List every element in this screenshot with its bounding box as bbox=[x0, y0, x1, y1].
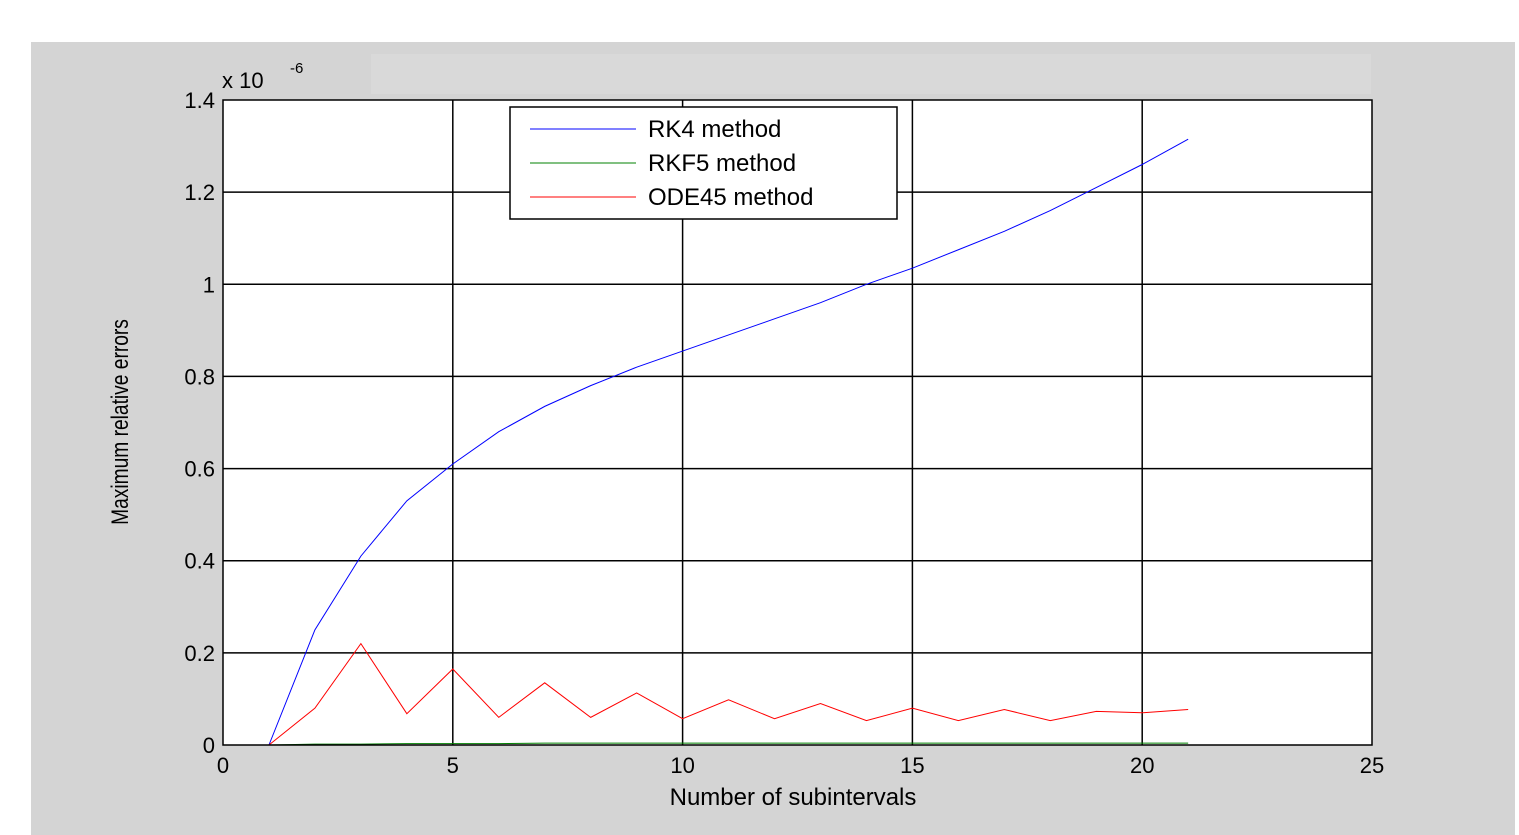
y-tick-label: 1 bbox=[203, 272, 215, 297]
y-axis-label: Maximum relative errors bbox=[106, 319, 134, 525]
legend-label: RK4 method bbox=[648, 116, 781, 143]
x-tick-label: 25 bbox=[1360, 753, 1384, 778]
y-exponent-base: x 10 bbox=[222, 68, 264, 93]
y-tick-label: 0.2 bbox=[184, 641, 215, 666]
title-strip bbox=[371, 54, 1371, 94]
x-tick-label: 0 bbox=[217, 753, 229, 778]
x-axis-ticks: 0 5 10 15 20 25 bbox=[217, 753, 1384, 778]
series-lines bbox=[268, 138, 1189, 746]
x-tick-label: 15 bbox=[900, 753, 924, 778]
legend-label: ODE45 method bbox=[648, 184, 813, 211]
y-tick-label: 1.4 bbox=[184, 88, 215, 113]
y-tick-label: 1.2 bbox=[184, 180, 215, 205]
x-tick-label: 5 bbox=[447, 753, 459, 778]
legend-label: RKF5 method bbox=[648, 150, 796, 177]
x-tick-label: 10 bbox=[670, 753, 694, 778]
y-tick-label: 0.4 bbox=[184, 549, 215, 574]
y-tick-label: 0 bbox=[203, 733, 215, 758]
y-tick-label: 0.6 bbox=[184, 457, 215, 482]
series-line-rk4-method bbox=[268, 138, 1189, 746]
y-exponent-power: -6 bbox=[290, 60, 303, 77]
legend: RK4 method RKF5 method ODE45 method bbox=[509, 106, 898, 220]
y-axis-ticks: 0 0.2 0.4 0.6 0.8 1 1.2 1.4 bbox=[184, 88, 215, 758]
series-line-rkf5-method bbox=[268, 742, 1189, 746]
y-tick-label: 0.8 bbox=[184, 364, 215, 389]
x-axis-label: Number of subintervals bbox=[670, 784, 917, 811]
x-tick-label: 20 bbox=[1130, 753, 1154, 778]
series-line-ode45-method bbox=[268, 642, 1189, 746]
plot-frame bbox=[222, 99, 1373, 746]
